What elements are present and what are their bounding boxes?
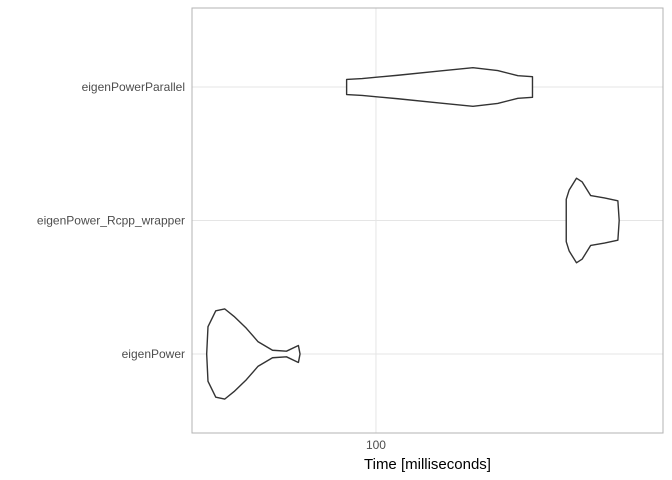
x-axis-tick-labels: 100 (366, 438, 386, 452)
violin-eigenPower (205, 308, 301, 400)
x-axis-title: Time [milliseconds] (364, 456, 491, 473)
violin-eigenPowerParallel (345, 67, 534, 107)
y-tick-label: eigenPower (122, 347, 185, 361)
violins (205, 67, 620, 400)
y-tick-label: eigenPower_Rcpp_wrapper (37, 214, 185, 228)
panel-border (191, 7, 664, 434)
x-tick-label: 100 (366, 438, 386, 452)
violin-eigenPower_Rcpp_wrapper (565, 177, 620, 264)
y-tick-label: eigenPowerParallel (82, 80, 185, 94)
y-axis-tick-labels: eigenPower eigenPower_Rcpp_wrapper eigenPo… (37, 80, 185, 361)
